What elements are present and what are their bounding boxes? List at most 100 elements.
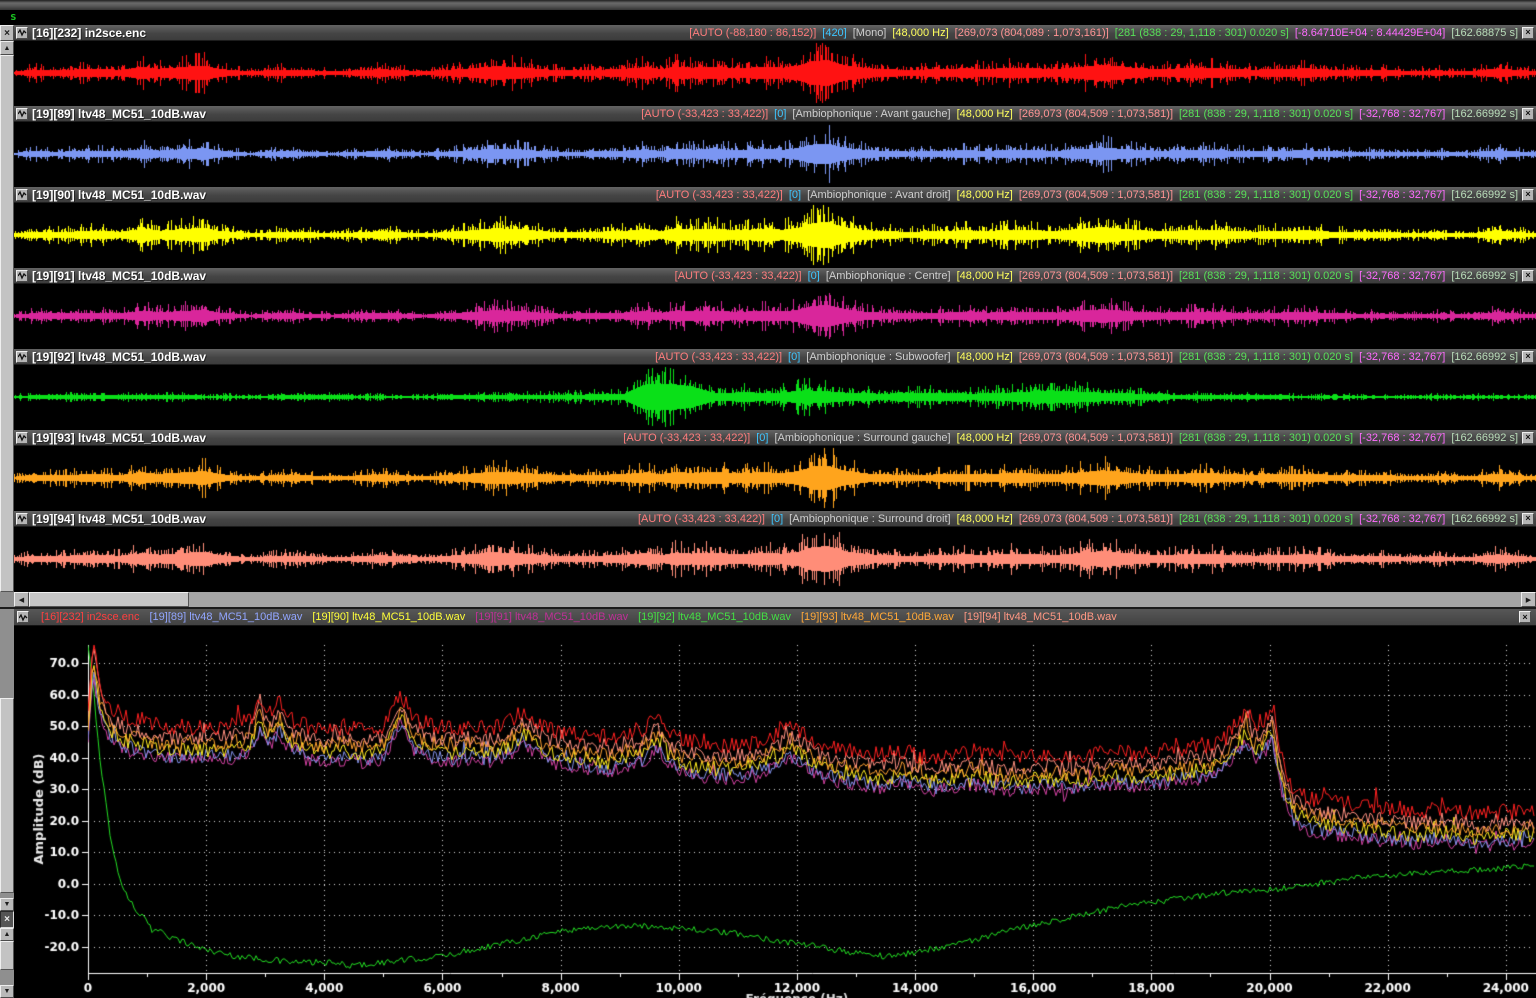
s-label: s — [10, 10, 17, 23]
track-close-button[interactable]: × — [1522, 188, 1534, 201]
track-close-button[interactable]: × — [1522, 107, 1534, 120]
waveform-display[interactable] — [14, 446, 1536, 511]
legend-entry[interactable]: [19][90] ltv48_MC51_10dB.wav — [312, 611, 466, 623]
track-close-button[interactable]: × — [1522, 512, 1534, 525]
meta-token: [AUTO (-88,180 : 86,152)] — [689, 26, 817, 39]
scrollbar-thumb[interactable] — [0, 941, 14, 970]
scroll-down-button[interactable]: ▼ — [0, 985, 14, 998]
tracks-vertical-scrollbar[interactable]: × ▲ — [0, 25, 14, 592]
waveform-icon — [17, 433, 26, 442]
scrollbar-track[interactable] — [189, 592, 1521, 607]
track-tool-button[interactable] — [16, 269, 28, 282]
track-tool-button[interactable] — [16, 188, 28, 201]
horizontal-scrollbar[interactable]: ◀ ▶ — [0, 592, 1536, 607]
close-icon: × — [1522, 611, 1528, 622]
track-header[interactable]: [16][232] in2sce.enc [AUTO (-88,180 : 86… — [14, 25, 1536, 41]
meta-token: [-8.64710E+04 : 8.44429E+04] — [1294, 26, 1446, 39]
track-tool-button[interactable] — [16, 107, 28, 120]
scrollbar-thumb[interactable] — [0, 55, 14, 592]
meta-token: [281 (838 : 29, 1,118 : 301) 0.020 s] — [1179, 350, 1354, 363]
track-header[interactable]: [19][91] ltv48_MC51_10dB.wav [AUTO (-33,… — [14, 268, 1536, 284]
track-tool-button[interactable] — [16, 512, 28, 525]
scroll-down-button[interactable]: ▼ — [0, 898, 14, 911]
meta-token: [48,000 Hz] — [956, 269, 1013, 282]
meta-token: [162.66992 s] — [1451, 107, 1518, 120]
track-header[interactable]: [19][89] ltv48_MC51_10dB.wav [AUTO (-33,… — [14, 106, 1536, 122]
meta-token: [-32,768 : 32,767] — [1359, 431, 1446, 444]
close-icon: × — [1525, 189, 1531, 199]
track: [19][92] ltv48_MC51_10dB.wav [AUTO (-33,… — [14, 349, 1536, 430]
meta-token: [-32,768 : 32,767] — [1359, 512, 1446, 525]
legend-entry[interactable]: [19][91] ltv48_MC51_10dB.wav — [475, 611, 629, 623]
meta-token: [AUTO (-33,423 : 33,422)] — [674, 269, 802, 282]
scroll-up-button[interactable]: ▲ — [0, 41, 14, 55]
track-header[interactable]: [19][93] ltv48_MC51_10dB.wav [AUTO (-33,… — [14, 430, 1536, 446]
track-header[interactable]: [19][92] ltv48_MC51_10dB.wav [AUTO (-33,… — [14, 349, 1536, 365]
track-title: [19][93] ltv48_MC51_10dB.wav — [32, 430, 207, 445]
meta-token: [48,000 Hz] — [892, 26, 949, 39]
pane-close-button[interactable]: × — [0, 911, 14, 928]
track-meta: [AUTO (-88,180 : 86,152)] [420] [Mono] [48,… — [689, 27, 1518, 39]
track-meta: [AUTO (-33,423 : 33,422)] [0] [Ambiophoniq… — [675, 270, 1518, 282]
meta-token: [-32,768 : 32,767] — [1359, 107, 1446, 120]
waveform-icon — [17, 28, 26, 37]
scrollbar-track[interactable] — [0, 970, 14, 985]
meta-token: [162.66992 s] — [1451, 188, 1518, 201]
track-title: [19][92] ltv48_MC51_10dB.wav — [32, 349, 207, 364]
waveform-display[interactable] — [14, 284, 1536, 349]
waveform-icon — [17, 271, 26, 280]
meta-token: [48,000 Hz] — [956, 350, 1013, 363]
waveform-display[interactable] — [14, 122, 1536, 187]
track-header[interactable]: [19][94] ltv48_MC51_10dB.wav [AUTO (-33,… — [14, 511, 1536, 527]
scrollbar-track[interactable] — [0, 609, 14, 698]
legend-close-button[interactable]: × — [1519, 611, 1531, 623]
track-meta: [AUTO (-33,423 : 33,422)] [0] [Ambiophoniq… — [656, 189, 1518, 201]
meta-token: [-32,768 : 32,767] — [1359, 188, 1446, 201]
legend-tool-button[interactable] — [17, 611, 29, 623]
meta-token: [281 (838 : 29, 1,118 : 301) 0.020 s] — [1179, 107, 1354, 120]
meta-token: [162.68875 s] — [1451, 26, 1518, 39]
track-close-button[interactable]: × — [1522, 26, 1534, 39]
close-icon: × — [1525, 270, 1531, 280]
legend-entry[interactable]: [16][232] in2sce.enc — [41, 611, 140, 623]
track-close-button[interactable]: × — [1522, 269, 1534, 282]
scrollbar-thumb[interactable] — [0, 698, 14, 893]
track: [19][90] ltv48_MC51_10dB.wav [AUTO (-33,… — [14, 187, 1536, 268]
track-title: [19][94] ltv48_MC51_10dB.wav — [32, 511, 207, 526]
waveform-display[interactable] — [14, 527, 1536, 592]
waveform-display[interactable] — [14, 41, 1536, 106]
track: [19][93] ltv48_MC51_10dB.wav [AUTO (-33,… — [14, 430, 1536, 511]
tracks-column: [16][232] in2sce.enc [AUTO (-88,180 : 86… — [14, 25, 1536, 592]
close-icon: × — [4, 27, 10, 39]
spectrum-vertical-scrollbar[interactable]: ▼ × ▲ ▼ — [0, 609, 14, 998]
waveform-display[interactable] — [14, 365, 1536, 430]
legend-entry[interactable]: [19][89] ltv48_MC51_10dB.wav — [149, 611, 303, 623]
track-meta: [AUTO (-33,423 : 33,422)] [0] [Ambiophoniq… — [638, 513, 1518, 525]
scroll-right-button[interactable]: ▶ — [1521, 592, 1536, 607]
meta-token: [162.66992 s] — [1451, 269, 1518, 282]
track-close-button[interactable]: × — [1522, 431, 1534, 444]
legend-entry[interactable]: [19][92] ltv48_MC51_10dB.wav — [638, 611, 791, 623]
track-close-button[interactable]: × — [1522, 350, 1534, 363]
track-tool-button[interactable] — [16, 431, 28, 444]
meta-token: [AUTO (-33,423 : 33,422)] — [641, 107, 769, 120]
waveform-display[interactable] — [14, 203, 1536, 268]
meta-token: [-32,768 : 32,767] — [1359, 269, 1446, 282]
scroll-up-button[interactable]: ▲ — [0, 928, 14, 941]
track-tool-button[interactable] — [16, 350, 28, 363]
down-arrow-icon: ▼ — [3, 901, 11, 908]
meta-token: [269,073 (804,509 : 1,073,581)] — [1018, 512, 1173, 525]
track-title: [16][232] in2sce.enc — [32, 25, 147, 40]
meta-token: [281 (838 : 29, 1,118 : 301) 0.020 s] — [1179, 188, 1354, 201]
track-tool-button[interactable] — [16, 26, 28, 39]
spectrum-chart[interactable] — [14, 626, 1536, 998]
scrollbar-thumb[interactable] — [29, 592, 189, 607]
legend-entry[interactable]: [19][93] ltv48_MC51_10dB.wav — [800, 611, 954, 623]
track-meta: [AUTO (-33,423 : 33,422)] [0] [Ambiophoniq… — [623, 432, 1518, 444]
track-header[interactable]: [19][90] ltv48_MC51_10dB.wav [AUTO (-33,… — [14, 187, 1536, 203]
legend-entry[interactable]: [19][94] ltv48_MC51_10dB.wav — [963, 611, 1117, 623]
group-close-button[interactable]: × — [0, 25, 14, 41]
scroll-left-button[interactable]: ◀ — [14, 592, 29, 607]
meta-token: [48,000 Hz] — [956, 512, 1013, 525]
